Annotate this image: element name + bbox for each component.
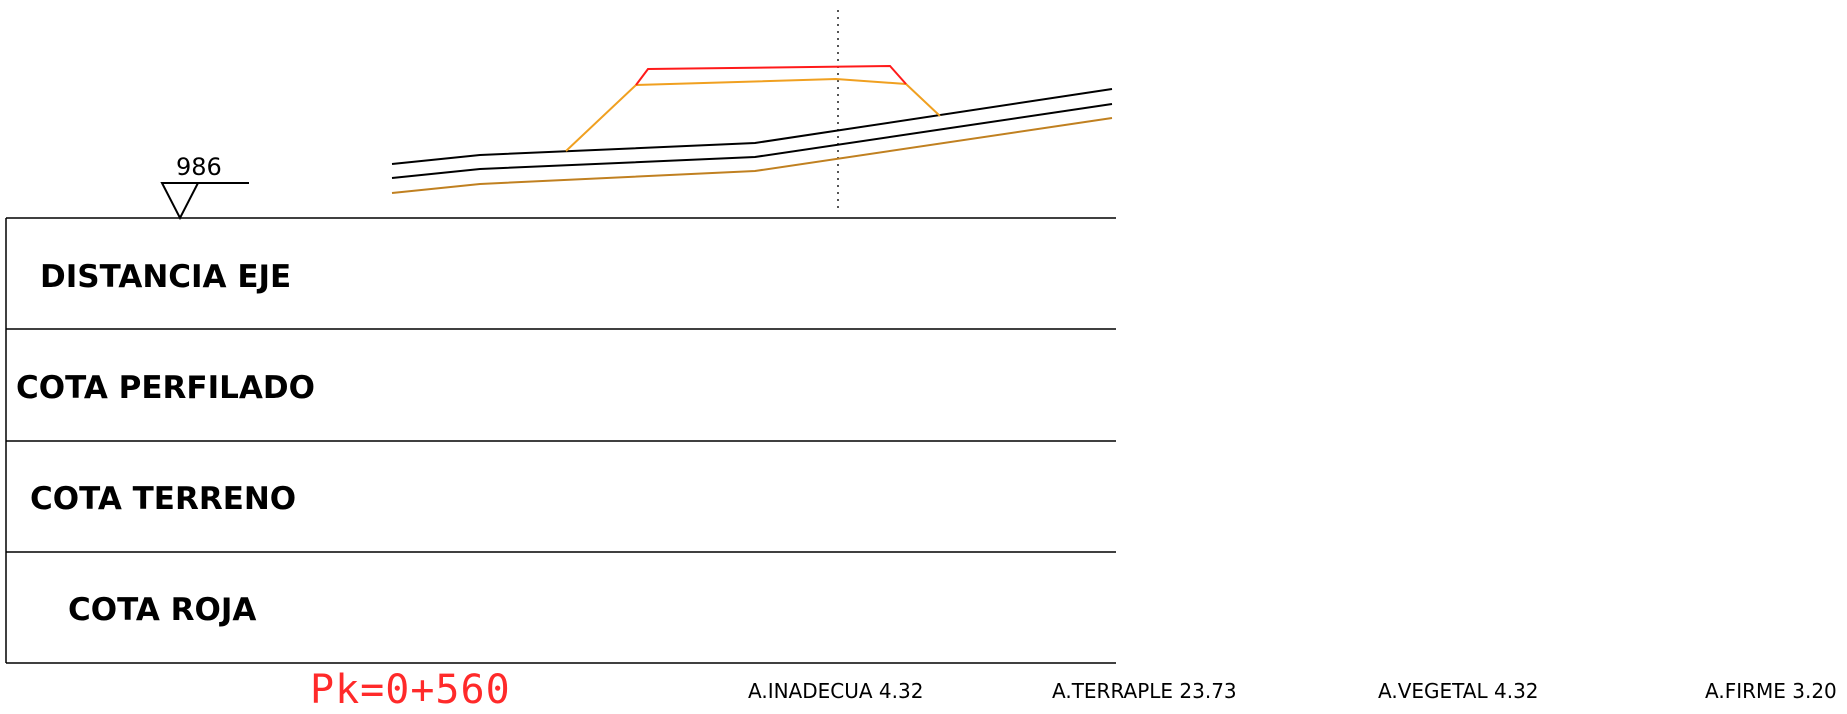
data-table xyxy=(5,217,1116,664)
datum-elevation: 986 xyxy=(176,153,222,181)
datum-triangle-icon xyxy=(160,182,200,221)
area-label-vegetal: A.VEGETAL 4.32 xyxy=(1378,679,1539,703)
row-label-cota-roja: COTA ROJA xyxy=(68,592,256,628)
station-label: Pk=0+560 xyxy=(310,667,511,713)
area-label-terraple: A.TERRAPLE 23.73 xyxy=(1052,679,1237,703)
firm-line xyxy=(391,117,1113,194)
design-platform-line xyxy=(635,64,907,86)
row-label-distancia-eje: DISTANCIA EJE xyxy=(40,259,291,295)
area-label-inadecua: A.INADECUA 4.32 xyxy=(748,679,923,703)
terrain-line-upper xyxy=(391,88,1113,165)
row-label-cota-perfilado: COTA PERFILADO xyxy=(16,370,315,406)
row-label-cota-terreno: COTA TERRENO xyxy=(30,481,296,517)
terrain-line-lower xyxy=(391,103,1113,179)
embankment-line xyxy=(565,77,941,152)
area-label-firme: A.FIRME 3.20 xyxy=(1705,679,1837,703)
